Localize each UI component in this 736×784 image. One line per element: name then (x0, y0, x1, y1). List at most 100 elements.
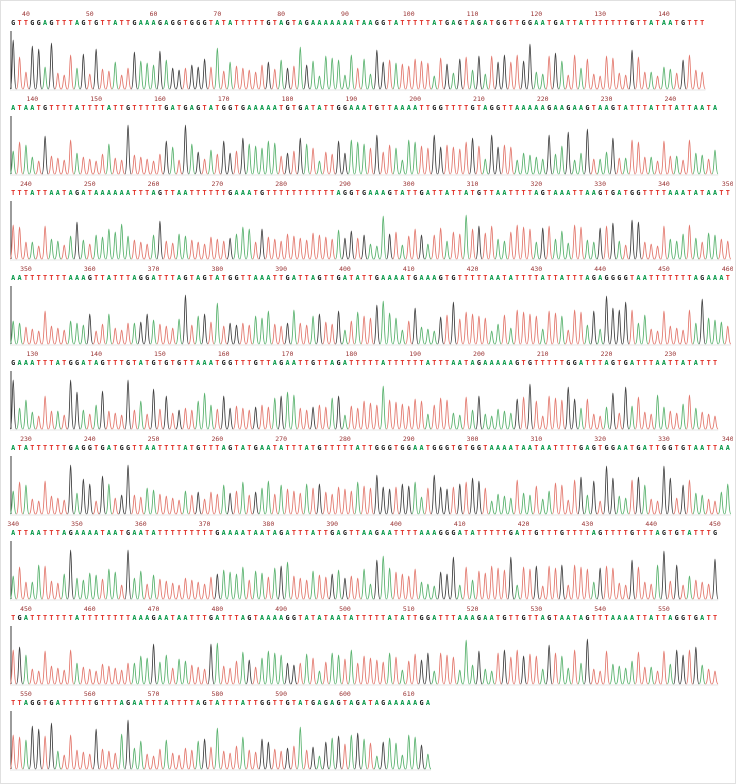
peak-T (28, 328, 36, 345)
base-call-letter: A (400, 614, 404, 622)
peak-T (277, 240, 285, 260)
peak-A (137, 655, 145, 685)
base-call-letter: T (279, 189, 283, 197)
base-call-letter: T (509, 104, 513, 112)
base-call-letter: T (241, 19, 245, 27)
base-call-letter: A (451, 359, 455, 367)
peak-A (494, 323, 502, 345)
peak-G (596, 227, 604, 260)
base-call-letter: A (183, 614, 187, 622)
position-tick-label: 470 (148, 605, 160, 613)
base-call-letter: A (203, 359, 207, 367)
base-call-letter: T (451, 104, 455, 112)
peak-T (622, 74, 630, 90)
peak-G (79, 478, 87, 515)
base-call-letter: G (585, 104, 589, 112)
base-call-letter: A (668, 19, 672, 27)
position-tick-label: 250 (84, 180, 96, 188)
peak-A (513, 584, 521, 600)
base-call-letter: T (553, 529, 557, 537)
base-call-letter: T (171, 274, 175, 282)
base-call-letter: T (177, 104, 181, 112)
base-call-letter: A (228, 19, 232, 27)
base-call-letter: G (88, 274, 92, 282)
peak-A (596, 158, 604, 175)
position-tick-label: 170 (218, 95, 230, 103)
peak-A (366, 243, 374, 260)
base-call-letter: A (604, 104, 608, 112)
peak-T (309, 487, 317, 515)
base-call-letter: G (566, 359, 570, 367)
base-call-letter: T (560, 359, 564, 367)
base-call-letter: G (228, 104, 232, 112)
peak-A (411, 141, 419, 175)
base-call-letter: T (158, 529, 162, 537)
peak-A (488, 500, 496, 515)
peak-A (430, 330, 438, 345)
base-call-letter: A (592, 189, 596, 197)
peak-T (583, 58, 591, 90)
peak-T (462, 141, 470, 175)
base-call-letter: A (413, 104, 417, 112)
peak-T (105, 665, 113, 685)
peak-G (264, 741, 272, 770)
peak-A (717, 491, 725, 515)
peak-T (628, 309, 636, 345)
peak-A (277, 59, 285, 90)
peak-T (169, 412, 177, 430)
peak-T (252, 241, 260, 260)
peak-G (379, 486, 387, 515)
base-call-letter: A (215, 19, 219, 27)
peak-T (577, 566, 585, 600)
base-call-letter: T (196, 189, 200, 197)
base-call-letter: T (483, 274, 487, 282)
peak-T (622, 584, 630, 600)
peak-T (296, 407, 304, 430)
base-call-letter: T (330, 189, 334, 197)
base-call-letter: A (273, 359, 277, 367)
base-call-letter: G (266, 699, 270, 707)
peak-T (290, 490, 298, 515)
base-call-letter: T (649, 274, 653, 282)
base-call-letter: A (273, 529, 277, 537)
base-call-letter: G (254, 359, 258, 367)
base-call-letter: G (145, 274, 149, 282)
peak-T (615, 72, 623, 90)
base-call-letter: A (305, 444, 309, 452)
base-call-letter: A (145, 444, 149, 452)
base-call-letter: T (234, 444, 238, 452)
position-tick-label: 140 (658, 10, 670, 18)
base-call-letter: A (471, 19, 475, 27)
base-call-letter: T (69, 699, 73, 707)
peak-A (590, 241, 598, 260)
position-tick-label: 180 (282, 95, 294, 103)
peak-T (130, 494, 138, 515)
base-call-letter: A (94, 189, 98, 197)
peak-A (469, 579, 477, 600)
position-tick-label: 350 (722, 180, 733, 188)
peak-A (188, 143, 196, 175)
base-call-letter: T (324, 189, 328, 197)
peak-A (162, 654, 170, 685)
base-call-letter: T (292, 19, 296, 27)
base-call-letter: A (560, 19, 564, 27)
base-call-letter: T (509, 189, 513, 197)
base-call-letter: G (37, 19, 41, 27)
position-tick-label: 270 (275, 435, 287, 443)
base-call-letter: G (694, 614, 698, 622)
peak-A (328, 397, 336, 430)
base-call-letter: T (132, 104, 136, 112)
peak-T (16, 226, 24, 260)
peak-T (290, 575, 298, 600)
peak-A (354, 481, 362, 515)
base-call-letter: T (88, 359, 92, 367)
base-call-letter: A (368, 189, 372, 197)
peak-G (456, 483, 464, 515)
base-call-letter: G (381, 699, 385, 707)
base-call-letter: T (317, 529, 321, 537)
peak-T (679, 329, 687, 345)
base-call-letter: G (49, 699, 53, 707)
peak-T (60, 414, 68, 430)
base-call-letter: A (694, 274, 698, 282)
